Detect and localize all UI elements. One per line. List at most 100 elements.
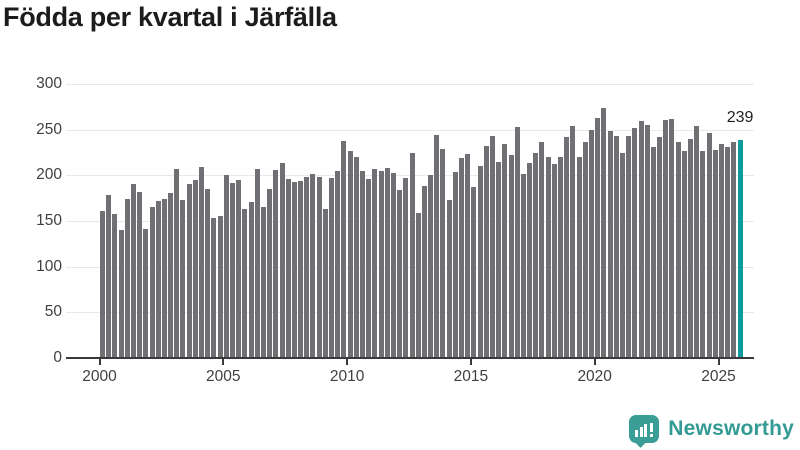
last-value-label: 239 [726,108,754,126]
bar-2016-q4 [514,126,520,358]
bar-2015-q1 [471,187,477,358]
bar-2011-q1 [372,168,378,358]
y-axis-label-150: 150 [36,212,62,229]
bar-2017-q3 [533,152,539,358]
bar-2012-q3 [409,153,415,358]
bar-2006-q1 [248,201,254,358]
bar-2009-q2 [329,178,335,358]
bar-2007-q3 [285,178,291,358]
y-axis-label-0: 0 [53,349,62,366]
bar-2014-q4 [465,154,471,358]
bar-2021-q4 [638,120,644,358]
bar-2015-q2 [477,166,483,358]
bar-2011-q4 [390,172,396,358]
bar-2014-q3 [459,157,465,358]
bar-2021-q1 [619,152,625,358]
bar-2000-q4 [118,230,124,358]
newsworthy-logo: Newsworthy [629,415,794,448]
bar-2001-q3 [137,191,143,358]
bar-2005-q1 [223,175,229,358]
gridline-y-250 [66,129,754,131]
bar-2002-q3 [161,199,167,358]
bar-2008-q2 [304,177,310,358]
x-axis-label-2025: 2025 [701,368,736,385]
bar-2025-q3 [731,141,737,358]
chart-title: Födda per kvartal i Järfälla [3,2,337,32]
bar-2013-q4 [440,148,446,358]
bar-2017-q1 [520,173,526,358]
bar-2006-q3 [260,207,266,358]
bar-2019-q3 [582,141,588,358]
bar-2007-q2 [279,162,285,358]
bar-2013-q1 [421,186,427,358]
bar-2024-q2 [700,150,706,358]
bar-2005-q4 [242,209,248,358]
bar-2010-q4 [366,178,372,358]
newsworthy-logo-icon [629,415,660,448]
bar-2002-q4 [168,192,174,358]
y-axis-label-200: 200 [36,166,62,184]
bar-2015-q3 [483,146,489,358]
logo-bar-icon [635,430,639,437]
bar-2010-q3 [359,170,365,358]
x-axis-label-2015: 2015 [453,368,489,385]
bar-2006-q2 [254,168,260,358]
bar-2025-q2 [725,147,731,358]
newsworthy-logo-text: Newsworthy [668,417,794,440]
logo-exclamation-icon [649,423,653,432]
bar-2014-q1 [446,199,452,358]
bar-2009-q4 [341,140,347,358]
bar-2023-q3 [681,150,687,358]
bar-2022-q3 [657,136,663,358]
bar-2018-q4 [564,136,570,358]
gridline-y-300 [66,84,754,85]
bar-2000-q1 [100,210,105,358]
bar-2007-q4 [291,181,297,358]
bar-2024-q1 [694,126,700,358]
bar-2017-q4 [539,142,545,358]
logo-bar-icon [644,424,648,437]
bar-2016-q2 [502,144,508,358]
x-axis-tick-2005 [222,358,225,365]
x-axis-label-2010: 2010 [329,368,365,385]
bar-2020-q1 [595,117,601,358]
bar-2023-q2 [675,142,681,358]
bar-2016-q1 [496,161,502,358]
bar-2004-q1 [199,167,205,358]
bar-2005-q3 [236,179,242,358]
bar-2002-q2 [155,200,161,358]
bar-2012-q1 [397,189,403,358]
bar-2001-q2 [130,184,136,358]
bar-2007-q1 [273,169,279,358]
bar-2011-q2 [378,170,384,358]
bar-2022-q1 [644,125,650,358]
gridline-y-0 [66,357,754,359]
logo-bar-icon [639,427,643,437]
bar-2018-q1 [545,157,551,358]
bar-2020-q4 [613,136,619,358]
bar-2019-q1 [570,126,576,358]
y-axis-label-300: 300 [36,75,62,92]
bar-2000-q2 [106,194,112,358]
bar-2004-q3 [211,218,217,358]
bar-2003-q2 [180,199,186,358]
x-axis-label-2000: 2000 [82,368,117,385]
bar-2003-q4 [192,179,198,358]
bar-2008-q1 [298,180,304,358]
bar-2019-q4 [589,129,594,358]
bar-2022-q4 [663,119,669,358]
bar-2021-q2 [626,136,632,358]
bar-2017-q2 [527,162,533,358]
x-axis-tick-2025 [717,358,720,365]
bar-2012-q2 [403,178,409,358]
bar-2003-q3 [186,183,192,358]
bar-2010-q2 [353,157,359,358]
bar-2001-q1 [124,199,130,358]
bar-2024-q3 [706,133,712,358]
bar-2006-q4 [267,189,273,358]
x-axis-label-2020: 2020 [577,368,612,385]
bar-2021-q3 [632,127,638,358]
bar-2013-q3 [434,135,440,358]
x-axis-tick-2015 [469,358,472,365]
bar-2019-q2 [576,157,582,358]
